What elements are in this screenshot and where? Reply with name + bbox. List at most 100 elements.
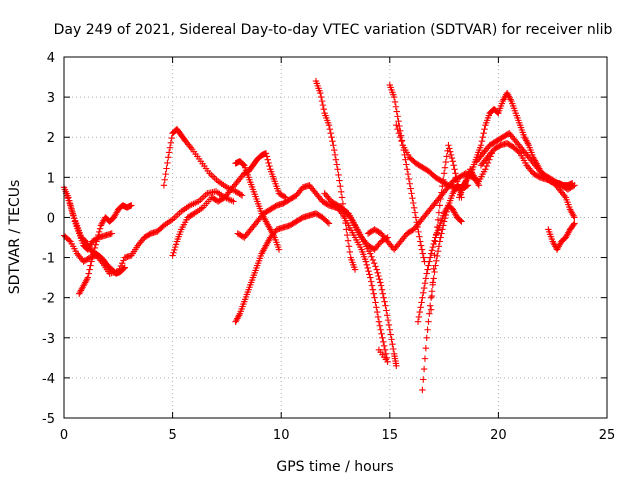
data-point [333, 161, 341, 168]
data-point [403, 166, 411, 173]
data-point [375, 272, 382, 280]
data-point [457, 217, 464, 224]
data-point [449, 158, 456, 165]
data-point [418, 246, 426, 253]
data-point [379, 290, 387, 297]
series-arc-22 [545, 220, 578, 253]
data-point [383, 307, 390, 314]
data-point [380, 294, 387, 301]
series-arc-5 [160, 126, 246, 199]
series-arc-21 [477, 140, 578, 221]
data-point [384, 316, 392, 324]
y-tick-label: -5 [42, 412, 55, 427]
data-point [397, 134, 404, 141]
data-point [458, 218, 465, 225]
plot-frame [63, 56, 608, 419]
data-point [70, 215, 78, 222]
data-point [420, 289, 427, 297]
data-point [424, 266, 431, 273]
data-point [448, 154, 456, 162]
y-tick-label: -3 [42, 332, 55, 347]
data-point [429, 279, 437, 286]
data-point [121, 264, 129, 271]
data-point [440, 170, 448, 177]
data-point [162, 170, 169, 178]
data-point [325, 121, 333, 129]
data-point [426, 258, 433, 265]
data-point [569, 182, 577, 190]
series-arc-17 [414, 202, 465, 325]
data-point [571, 214, 578, 221]
data-point [392, 103, 400, 110]
data-point [68, 205, 75, 212]
data-point [281, 193, 288, 200]
data-point [398, 138, 405, 145]
data-point [393, 121, 400, 129]
data-point [69, 211, 77, 219]
data-point [89, 254, 96, 261]
data-point [439, 226, 446, 233]
data-point [453, 178, 461, 185]
data-point [325, 220, 333, 227]
data-point [422, 275, 430, 282]
data-point [368, 282, 376, 289]
data-point [337, 182, 344, 190]
data-point [404, 170, 412, 178]
data-point [419, 294, 426, 301]
data-point [263, 153, 271, 160]
data-point [117, 262, 125, 270]
data-point [434, 216, 442, 224]
data-point [318, 97, 326, 105]
series-arc-11 [321, 190, 400, 370]
data-point [424, 326, 431, 333]
data-point [406, 180, 413, 187]
data-point [367, 274, 374, 281]
y-tick-label: 2 [47, 131, 55, 146]
data-point [416, 308, 423, 316]
data-point [453, 174, 460, 181]
data-point [571, 182, 578, 189]
data-point [374, 313, 382, 321]
data-point [430, 265, 437, 272]
data-point [331, 151, 339, 159]
data-point [420, 365, 428, 373]
series-arc-16 [419, 166, 483, 394]
data-point [371, 294, 378, 301]
data-point [87, 262, 94, 269]
data-point [389, 340, 396, 348]
data-point [571, 220, 578, 227]
data-point [367, 278, 375, 285]
data-point [446, 145, 453, 152]
data-point [426, 302, 434, 309]
data-point [420, 376, 427, 383]
data-point [330, 142, 337, 149]
data-point [431, 251, 438, 259]
data-point [439, 182, 446, 190]
data-point [390, 93, 398, 101]
data-point [426, 310, 433, 317]
data-point [237, 191, 245, 198]
data-point [362, 258, 370, 265]
data-point [320, 105, 327, 113]
data-point [317, 93, 325, 101]
data-point [393, 108, 400, 115]
data-point [409, 194, 416, 202]
data-point [373, 266, 380, 273]
y-tick-label: -4 [42, 372, 55, 387]
data-point [418, 299, 425, 306]
data-point [387, 331, 394, 338]
data-point [89, 251, 97, 258]
data-point [169, 252, 176, 259]
data-point [481, 126, 488, 133]
x-tick-label: 0 [60, 428, 68, 443]
data-point [372, 299, 379, 306]
data-point [415, 228, 422, 236]
data-point [452, 170, 459, 177]
data-point [376, 276, 383, 283]
data-point [381, 298, 388, 305]
data-point [377, 326, 384, 333]
data-point [447, 151, 455, 159]
data-point [437, 195, 444, 203]
series-arc-18 [427, 142, 465, 313]
y-tick-label: -1 [42, 252, 55, 267]
